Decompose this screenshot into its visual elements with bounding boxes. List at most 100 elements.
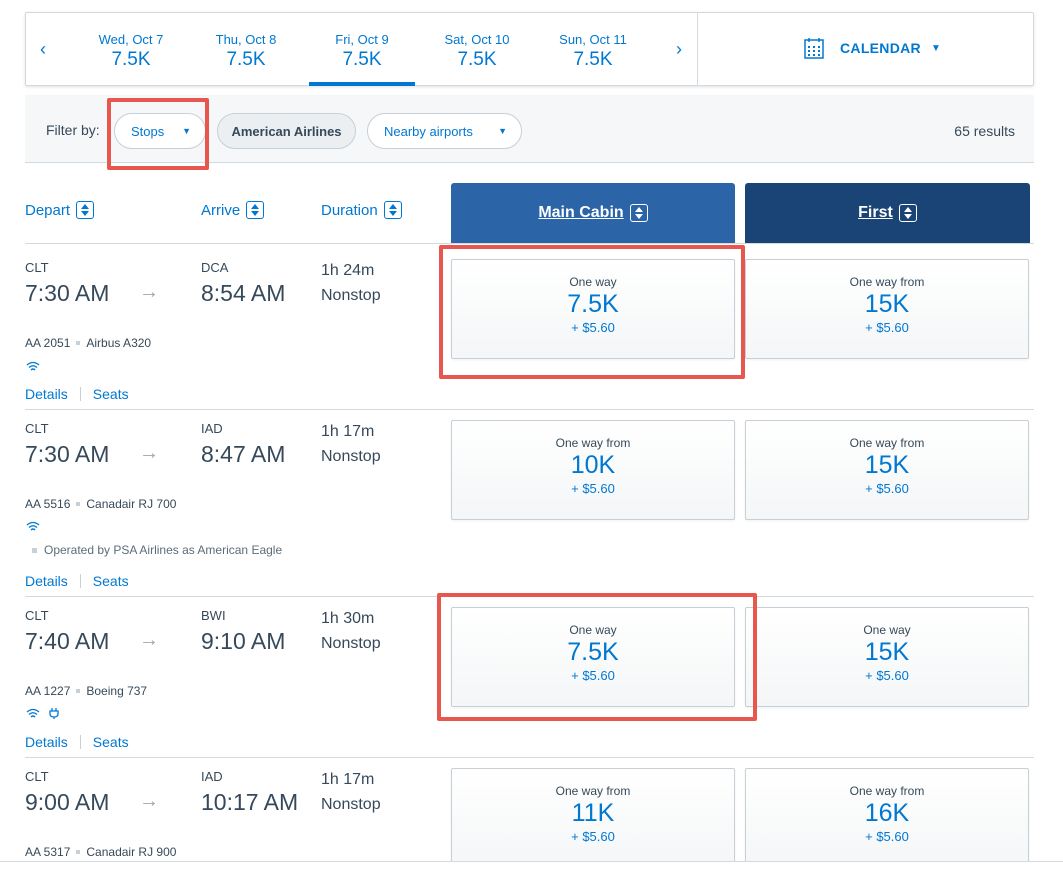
arrive-time: 8:47 AM [201, 441, 286, 467]
row-divider [25, 757, 1034, 758]
arrive-time: 9:10 AM [201, 628, 286, 654]
date-price: 7.5K [342, 49, 382, 70]
calendar-label: CALENDAR [840, 40, 921, 56]
first-class-fare-button[interactable]: One way from 15K + $5.60 [745, 420, 1029, 520]
arrive-airport: IAD [201, 769, 223, 784]
fare-price: 7.5K [567, 290, 619, 318]
nearby-airports-dropdown[interactable]: Nearby airports ▼ [367, 113, 522, 149]
calendar-icon [804, 38, 824, 59]
arrow-right-icon: → [139, 281, 159, 303]
date-tab-oct-9[interactable]: Fri, Oct 9 7.5K [309, 13, 415, 86]
first-class-label: First [858, 204, 893, 221]
main-cabin-fare-button[interactable]: One way from 10K + $5.60 [451, 420, 735, 520]
fare-fee: + $5.60 [571, 668, 615, 683]
sort-duration-header[interactable]: Duration [321, 201, 402, 219]
date-price: 7.5K [457, 49, 497, 70]
caret-down-icon: ▼ [182, 126, 191, 136]
depart-airport: CLT [25, 260, 49, 275]
calendar-button[interactable]: CALENDAR ▼ [804, 37, 941, 59]
main-cabin-header[interactable]: Main Cabin [451, 183, 735, 243]
stops-label: Nonstop [321, 635, 381, 652]
depart-time: 7:30 AM [25, 441, 110, 467]
nearby-airports-label: Nearby airports [384, 123, 473, 139]
flight-info: AA 5516 Canadair RJ 700 [25, 497, 176, 511]
duration: 1h 17m [321, 423, 375, 440]
date-tab-oct-11[interactable]: Sun, Oct 11 7.5K [540, 13, 646, 85]
date-strip: ‹ Wed, Oct 7 7.5K Thu, Oct 8 7.5K Fri, O… [25, 12, 1034, 86]
prev-dates-chevron-icon[interactable]: ‹ [40, 39, 46, 59]
arrow-right-icon: → [139, 790, 159, 812]
stops-filter-dropdown[interactable]: Stops ▼ [114, 113, 206, 149]
main-cabin-label: Main Cabin [538, 204, 624, 221]
date-price: 7.5K [111, 49, 151, 70]
fare-label: One way from [555, 436, 631, 450]
seats-link[interactable]: Seats [92, 386, 129, 402]
flight-info: AA 2051 Airbus A320 [25, 336, 151, 350]
fare-fee: + $5.60 [865, 320, 909, 335]
fare-fee: + $5.60 [865, 481, 909, 496]
duration: 1h 30m [321, 610, 375, 627]
sort-icon [246, 201, 265, 219]
depart-header-label: Depart [25, 201, 71, 219]
flight-number: AA 2051 [25, 336, 71, 350]
sort-depart-header[interactable]: Depart [25, 201, 95, 219]
airline-filter-chip[interactable]: American Airlines [217, 113, 356, 149]
date-tab-oct-8[interactable]: Thu, Oct 8 7.5K [193, 13, 299, 85]
flight-number: AA 5317 [25, 845, 71, 859]
date-price: 7.5K [573, 49, 613, 70]
date-price: 7.5K [226, 49, 266, 70]
date-label: Thu, Oct 8 [215, 32, 277, 47]
fare-price: 10K [570, 451, 616, 479]
arrow-right-icon: → [139, 629, 159, 651]
depart-time: 7:30 AM [25, 280, 110, 306]
fare-label: One way [569, 275, 617, 289]
flight-number: AA 1227 [25, 684, 71, 698]
caret-down-icon: ▼ [930, 42, 941, 54]
details-link[interactable]: Details [25, 573, 68, 589]
arrive-airport: BWI [201, 608, 226, 623]
main-cabin-fare-button[interactable]: One way 7.5K + $5.60 [451, 607, 735, 707]
details-link[interactable]: Details [25, 386, 68, 402]
stops-label: Nonstop [321, 287, 381, 304]
fare-label: One way from [849, 784, 925, 798]
next-dates-chevron-icon[interactable]: › [676, 39, 682, 59]
fare-price: 15K [864, 290, 910, 318]
depart-airport: CLT [25, 421, 49, 436]
seats-link[interactable]: Seats [92, 734, 129, 750]
arrive-header-label: Arrive [201, 201, 241, 219]
seats-link[interactable]: Seats [92, 573, 129, 589]
filter-bar: Filter by: Stops ▼ American Airlines Nea… [25, 95, 1034, 163]
first-class-fare-button[interactable]: One way 15K + $5.60 [745, 607, 1029, 707]
stops-filter-label: Stops [131, 123, 165, 139]
flight-links: Details Seats [25, 386, 129, 402]
date-label: Fri, Oct 9 [335, 32, 389, 47]
depart-time: 7:40 AM [25, 628, 110, 654]
arrive-time: 10:17 AM [201, 789, 299, 815]
first-class-fare-button[interactable]: One way from 16K + $5.60 [745, 768, 1029, 868]
details-link[interactable]: Details [25, 734, 68, 750]
flight-number: AA 5516 [25, 497, 71, 511]
row-divider [25, 596, 1034, 597]
date-tab-oct-10[interactable]: Sat, Oct 10 7.5K [424, 13, 530, 85]
date-tab-oct-7[interactable]: Wed, Oct 7 7.5K [78, 13, 184, 85]
aircraft: Canadair RJ 700 [86, 497, 177, 511]
date-label: Sat, Oct 10 [444, 32, 510, 47]
arrive-airport: IAD [201, 421, 223, 436]
sort-icon [898, 204, 917, 222]
filter-label: Filter by: [46, 122, 100, 138]
main-cabin-fare-button[interactable]: One way from 11K + $5.60 [451, 768, 735, 868]
wifi-icon [26, 708, 40, 718]
first-class-fare-button[interactable]: One way from 15K + $5.60 [745, 259, 1029, 359]
first-class-header[interactable]: First [745, 183, 1030, 243]
main-cabin-fare-button[interactable]: One way 7.5K + $5.60 [451, 259, 735, 359]
caret-down-icon: ▼ [498, 126, 507, 136]
depart-time: 9:00 AM [25, 789, 110, 815]
sort-arrive-header[interactable]: Arrive [201, 201, 265, 219]
sort-icon [76, 201, 95, 219]
fare-label: One way from [849, 275, 925, 289]
divider [697, 13, 698, 85]
results-count: 65 results [954, 123, 1015, 139]
date-label: Wed, Oct 7 [98, 32, 164, 47]
row-divider [25, 409, 1034, 410]
flight-info: AA 1227 Boeing 737 [25, 684, 147, 698]
